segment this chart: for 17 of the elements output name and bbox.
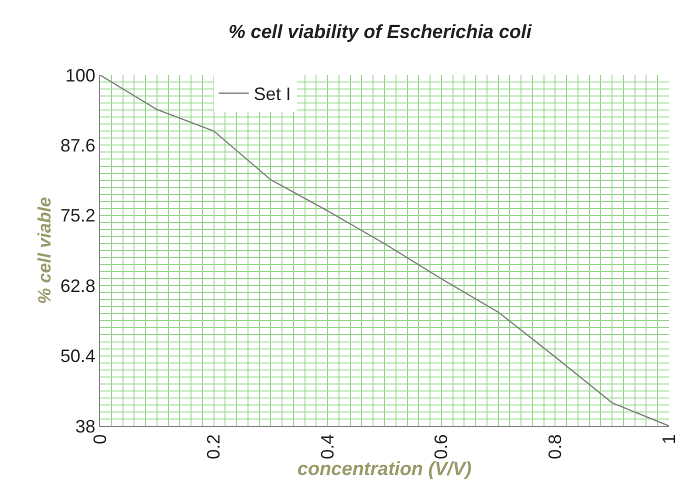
legend-label: Set I [254,84,291,104]
y-tick-label: 50.4 [60,346,96,366]
x-tick-label: 1 [658,434,679,444]
x-tick-label: 0.2 [204,434,224,460]
y-tick-label: 87.6 [60,136,96,156]
x-tick-label: 0 [90,434,110,444]
x-tick-label: 0.8 [545,434,566,460]
chart-title: % cell viability of Escherichia coli [228,22,532,43]
y-tick-label: 62.8 [60,276,96,296]
y-tick-label: 38 [75,416,96,436]
x-axis-title: concentration (V/V) [297,459,472,480]
y-axis-title: % cell viable [34,196,55,304]
x-tick-label: 0.4 [317,434,338,460]
line-series [100,75,669,426]
y-tick-label: 100 [65,65,96,86]
y-tick-label: 75.2 [60,206,96,226]
x-tick-label: 0.6 [431,434,452,460]
